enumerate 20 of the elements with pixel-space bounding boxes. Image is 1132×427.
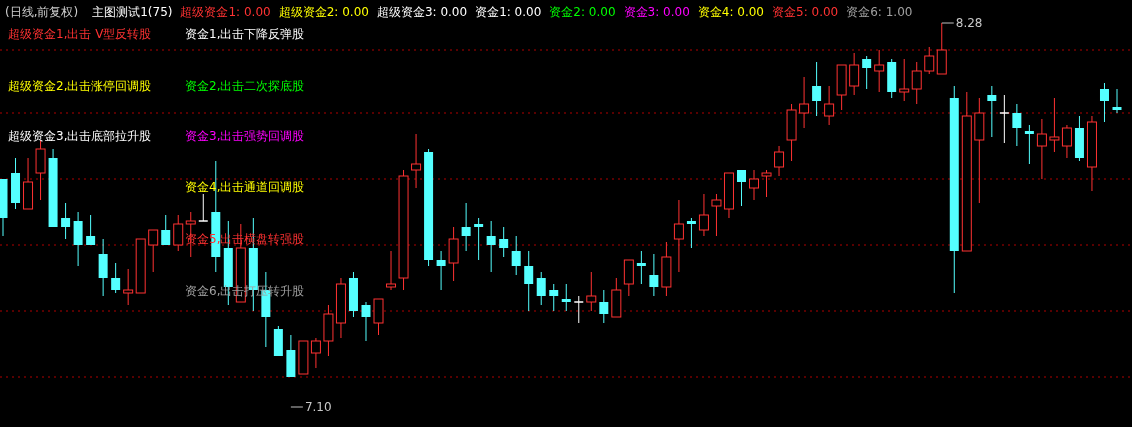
annotation: 资金2,出击二次探底股	[185, 79, 305, 93]
annotation: 资金3,出击强势回调股	[185, 129, 305, 143]
text: 超级资金1: 0.00	[180, 5, 271, 19]
text: 资金1: 0.00	[475, 5, 542, 19]
text: 主图测试1(75)	[92, 5, 173, 19]
text: 超级资金3: 0.00	[376, 5, 468, 19]
annotation: 超级资金2,出击涨停回调股	[8, 79, 152, 93]
annotation: 8.28	[955, 16, 983, 30]
text: 超级资金2: 0.00	[278, 5, 369, 19]
text: 资金4: 0.00	[697, 5, 764, 19]
text: 资金5: 0.00	[772, 5, 839, 19]
title: (日线,前复权)	[5, 5, 79, 19]
note: 7.10	[290, 400, 332, 414]
annotation: 资金1,出击下降反弹股	[185, 27, 305, 41]
text: 资金3: 0.00	[623, 5, 690, 19]
note: 8.28	[941, 16, 983, 30]
annotation: 超级资金3,出击底部拉升股	[8, 129, 152, 143]
annotation: 超级资金1,出击 V型反转股	[8, 27, 152, 41]
text: 资金2: 0.00	[549, 5, 616, 19]
text: 资金6: 1.00	[846, 5, 913, 19]
